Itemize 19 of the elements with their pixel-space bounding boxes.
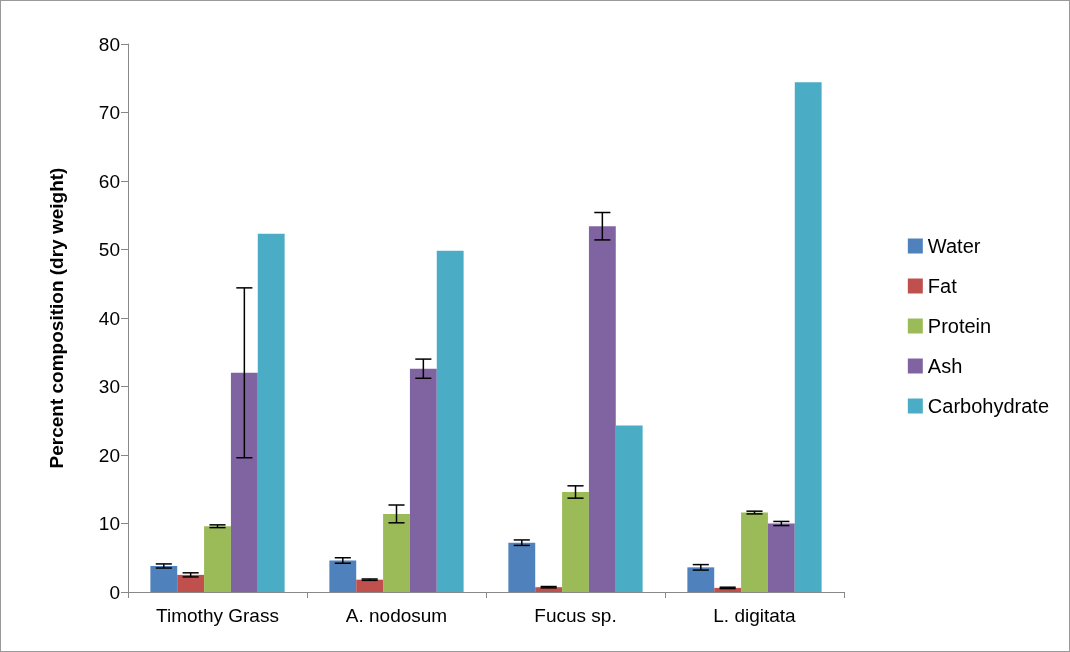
y-tick-label: 0 xyxy=(109,581,120,603)
y-tick-label: 20 xyxy=(98,444,120,466)
legend-label: Protein xyxy=(927,315,992,337)
x-tick-label: L. digitata xyxy=(713,605,797,626)
y-axis-title: Percent composition (dry weight) xyxy=(46,167,67,469)
y-tick-label: 10 xyxy=(98,513,120,534)
x-tick-label: Fucus sp. xyxy=(534,605,617,626)
y-tick-label: 40 xyxy=(98,307,120,329)
legend-label: Ash xyxy=(927,355,963,377)
x-tick-label: Timothy Grass xyxy=(156,605,279,626)
y-tick-label: 80 xyxy=(98,33,120,55)
x-tick-label: A. nodosum xyxy=(345,605,448,626)
y-tick-label: 50 xyxy=(98,239,120,260)
y-tick-label: 30 xyxy=(98,376,120,397)
y-tick-label: 60 xyxy=(98,170,120,192)
y-tick-label: 70 xyxy=(98,102,120,123)
legend-label: Fat xyxy=(927,275,958,297)
legend-label: Carbohydrate xyxy=(927,395,1050,417)
legend-label: Water xyxy=(927,235,981,257)
